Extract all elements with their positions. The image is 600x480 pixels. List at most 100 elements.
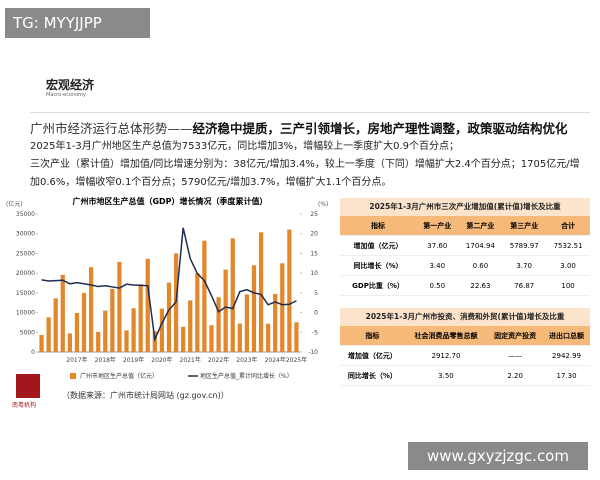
cell: 17.30 bbox=[543, 365, 590, 386]
y-tick-label: 10000 bbox=[16, 310, 35, 317]
table-block: 2025年1-3月广州市三次产业增加值(累计值)增长及比重 指标 第一产业 第二产业第… bbox=[340, 198, 590, 296]
y2-axis-label: (%) bbox=[318, 201, 328, 208]
x-tick-label: 2025年 bbox=[286, 356, 307, 364]
cell: 76.87 bbox=[502, 275, 547, 296]
bar bbox=[74, 312, 80, 352]
table: 指标 第一产业 第二产业 第三产业 合计 增加值（亿元） 37.60 1704.94 5789.… bbox=[340, 216, 590, 296]
headline: 广州市经济运行总体形势——经济稳中提质，三产引领增长，房地产理性调整，政策驱动结… bbox=[30, 118, 568, 137]
legend-swatch bbox=[70, 373, 76, 379]
cell: 3.50 bbox=[404, 365, 488, 386]
bar bbox=[46, 317, 51, 352]
header-cell: 指标 bbox=[340, 216, 417, 236]
table-block: 2025年1-3月广州市投资、消费和外贸(累计值)增长及比重 指标 社会消费品零售总… bbox=[340, 308, 590, 386]
y-tick-label: 25000 bbox=[16, 250, 35, 257]
bar bbox=[280, 263, 285, 352]
bar bbox=[60, 274, 65, 352]
row: 增加值（亿元） 37.60 1704.94 5789.97 7532.51 bbox=[340, 235, 590, 256]
bar bbox=[88, 267, 94, 352]
bar bbox=[67, 333, 72, 352]
bar bbox=[244, 294, 250, 352]
bar bbox=[266, 323, 271, 352]
section-subtitle: Macro-economy bbox=[46, 92, 86, 98]
logo bbox=[16, 374, 40, 398]
y2-tick-label: 15 bbox=[310, 250, 318, 257]
cell: 5789.97 bbox=[502, 235, 547, 256]
cell: 增加值（亿元） bbox=[340, 345, 405, 366]
site-watermark: www.gxyzjzgc.com bbox=[408, 442, 588, 470]
bar bbox=[223, 269, 228, 352]
bar bbox=[166, 282, 172, 352]
bar bbox=[81, 292, 87, 352]
cell: 同比增长（%） bbox=[340, 255, 417, 276]
row: GDP比重（%） 0.50 22.63 76.87 100 bbox=[340, 275, 590, 296]
table-title: 2025年1-3月广州市投资、消费和外贸(累计值)增长及比重 bbox=[340, 308, 590, 326]
y-tick-label: 20000 bbox=[16, 270, 35, 277]
logo-text: 南粤机构 bbox=[12, 402, 37, 409]
bar bbox=[287, 229, 292, 352]
bar bbox=[237, 323, 242, 352]
cell: —— bbox=[487, 345, 544, 366]
bar bbox=[188, 300, 193, 352]
cell: 0.60 bbox=[458, 255, 503, 276]
source: （数据来源：广州市统计局网站 (gz.gov.cn)） bbox=[62, 391, 229, 400]
legend-label: 地区生产总值_累计同比增长（%） bbox=[200, 372, 293, 380]
bar bbox=[273, 294, 278, 352]
header-cell: 合计 bbox=[546, 216, 590, 236]
bar bbox=[202, 240, 207, 352]
y2-tick-label: 10 bbox=[310, 270, 318, 277]
y2-tick-label: -5 bbox=[312, 329, 318, 336]
cell: 增加值（亿元） bbox=[340, 235, 417, 256]
cell: 2942.99 bbox=[543, 345, 590, 366]
x-tick-label: 2022年 bbox=[208, 356, 229, 364]
section-title: 宏观经济 bbox=[46, 78, 95, 92]
bar bbox=[230, 238, 235, 352]
header-cell: 固定资产投资 bbox=[487, 326, 544, 346]
row: 同比增长（%） 3.40 0.60 3.70 3.00 bbox=[340, 255, 590, 276]
cell: 0.50 bbox=[416, 275, 459, 296]
bar bbox=[195, 273, 200, 352]
bar bbox=[294, 322, 299, 352]
y2-tick-label: -10 bbox=[308, 349, 318, 356]
cell: 2912.70 bbox=[404, 345, 488, 366]
header-cell: 进出口总额 bbox=[543, 326, 590, 346]
headline-lead: 广州市经济运行总体形势—— bbox=[30, 121, 193, 136]
bar bbox=[53, 298, 58, 352]
y2-tick-label: 0 bbox=[314, 310, 318, 317]
cell: 3.40 bbox=[416, 255, 459, 276]
header-cell: 第一产业 bbox=[416, 216, 459, 236]
header-cell: 第三产业 bbox=[502, 216, 547, 236]
cell: 3.70 bbox=[502, 255, 547, 276]
bar bbox=[138, 284, 143, 352]
line bbox=[41, 227, 297, 343]
y2-tick-label: 5 bbox=[314, 290, 318, 297]
bar bbox=[216, 297, 221, 352]
bar bbox=[209, 325, 214, 352]
bar bbox=[96, 331, 101, 352]
x-tick-label: 2024年 bbox=[265, 356, 286, 364]
watermark: TG: MYYJJPP bbox=[5, 8, 150, 38]
table: 指标 社会消费品零售总额 固定资产投资 进出口总额 增加值（亿元） 2912.70 —— 29… bbox=[340, 326, 590, 386]
tables: 2025年1-3月广州市三次产业增加值(累计值)增长及比重 指标 第一产业 第二产业第… bbox=[340, 198, 590, 398]
chart-title: 广州市地区生产总值（GDP）增长情况（季度累计值） bbox=[72, 196, 267, 206]
header-row: 指标 第一产业 第二产业 第三产业 合计 bbox=[340, 216, 590, 236]
y-tick-label: 30000 bbox=[16, 231, 35, 238]
row: 同比增长（%） 3.50 2.20 17.30 bbox=[340, 365, 590, 386]
divider bbox=[30, 112, 590, 113]
x-tick-label: 2019年 bbox=[123, 356, 144, 364]
chart: 广州市地区生产总值（GDP）增长情况（季度累计值） (亿元) (%) 0 5000… bbox=[6, 196, 328, 380]
bar bbox=[145, 258, 150, 352]
bar bbox=[39, 335, 44, 352]
bar bbox=[131, 308, 136, 352]
cell: 同比增长（%） bbox=[340, 365, 405, 386]
cell: GDP比重（%） bbox=[340, 275, 417, 296]
y-tick-label: 5000 bbox=[20, 329, 35, 336]
cell: 2.20 bbox=[487, 365, 544, 386]
header-cell: 指标 bbox=[340, 326, 405, 346]
headline-emphasis: 经济稳中提质，三产引领增长，房地产理性调整，政策驱动结构优化 bbox=[192, 121, 568, 136]
bar bbox=[103, 310, 108, 352]
y-tick-label: 15000 bbox=[16, 290, 35, 297]
bar bbox=[152, 331, 157, 352]
table-title: 2025年1-3月广州市三次产业增加值(累计值)增长及比重 bbox=[340, 198, 590, 216]
y2-tick-label: 25 bbox=[310, 211, 318, 218]
